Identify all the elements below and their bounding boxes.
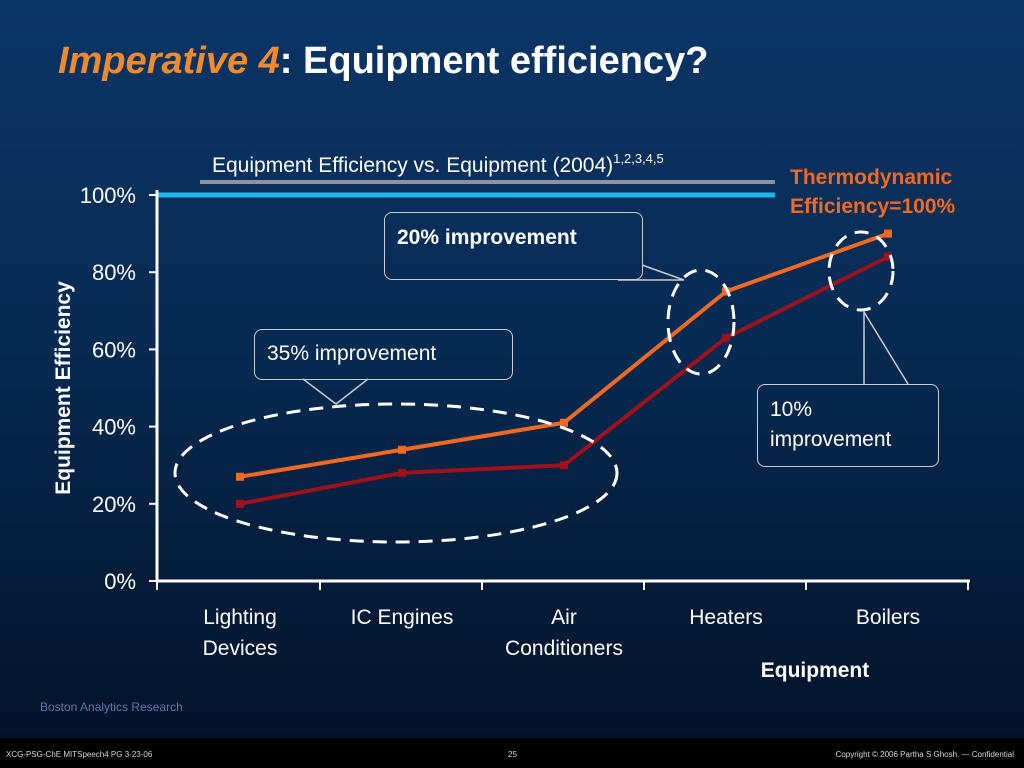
x-tick-label: Lighting Devices [203,606,278,660]
callout-10-line1: 10% [770,398,813,421]
thermodynamic-label-line1: Thermodynamic [790,166,953,189]
y-tick-label: 60% [92,337,136,362]
x-tick-label: IC Engines [351,606,454,629]
thermodynamic-label: Thermodynamic Efficiency=100% [790,163,955,221]
footer-source: Boston Analytics Research [40,700,183,714]
series-1-point [560,418,568,427]
callout-10-pointer [863,309,909,385]
callout-20-improvement: 20% improvement [384,212,643,280]
chart-title-text: Equipment Efficiency vs. Equipment (2004… [212,154,614,177]
y-axis-title: Equipment Efficiency [52,281,75,495]
callout-35-pointer [302,378,369,405]
chart-title: Equipment Efficiency vs. Equipment (2004… [212,151,664,178]
slide-title: Imperative 4: Equipment efficiency? [58,40,708,83]
y-tick-label: 40% [92,415,136,440]
callout-10-improvement: 10% improvement [757,384,939,467]
chart-title-footnotes: 1,2,3,4,5 [613,151,664,166]
series-layer [236,229,892,508]
y-tick-label: 80% [92,260,136,285]
series-2-point [398,468,406,477]
footer-page-number: 25 [508,750,517,759]
highlight-ellipse-boilers [827,230,895,312]
series-2-point [722,333,730,342]
callout-20-pointer [618,264,685,281]
highlight-ellipse-lighting-ac [173,402,619,544]
annotation-layer [173,230,909,544]
x-tick-label: Heaters [689,606,763,629]
highlight-ellipse-heaters [666,268,736,376]
callout-35-improvement: 35% improvement [254,329,513,380]
series-1-point [236,472,244,481]
series-2-point [236,499,244,508]
y-tick-label: 100% [80,183,136,208]
bottom-bar: XCG-PSG-ChE MITSpeech4 PG 3-23-06 25 Cop… [0,738,1024,768]
callout-10-line2: improvement [770,428,892,451]
thermodynamic-label-line2: Efficiency=100% [790,195,956,218]
slide-title-italic: Imperative 4 [58,40,280,82]
series-1-point [884,229,892,238]
series-1-point [398,445,406,454]
x-axis-title: Equipment [761,659,870,682]
y-tick-label: 20% [92,492,136,517]
y-tick-label: 0% [104,569,136,594]
slide-title-rest: : Equipment efficiency? [279,40,709,82]
x-tick-label: Boilers [856,606,920,629]
series-1-point [722,287,730,296]
x-tick-label: Air Conditioners [505,606,623,660]
footer-copyright: Copyright © 2006 Partha S Ghosh. — Confi… [835,750,1014,759]
series-2-point [884,252,892,261]
series-2-point [560,461,568,470]
axis-layer: 0% 20% 40% 60% 80% 100% Lighting Devices IC Engi… [52,183,970,682]
chart-title-underline [200,180,775,184]
footer-left: XCG-PSG-ChE MITSpeech4 PG 3-23-06 [6,750,153,759]
